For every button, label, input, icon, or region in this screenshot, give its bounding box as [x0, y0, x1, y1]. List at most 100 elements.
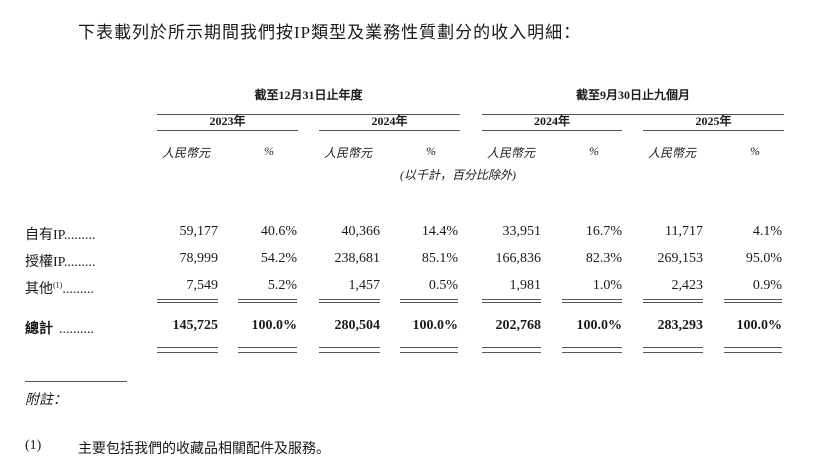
subtotal-rule — [319, 299, 380, 300]
table-cell: 7,549 — [186, 278, 219, 293]
group-header-nine-months: 截至9月30日止九個月 — [575, 88, 690, 102]
dot-leader: ......... — [63, 255, 96, 270]
table-cell: 33,951 — [502, 224, 542, 239]
row-label-text: 其他 — [25, 282, 53, 297]
total-double-rule — [724, 347, 782, 348]
percent-label: % — [589, 144, 599, 158]
total-double-rule — [482, 352, 541, 353]
currency-label: 人民幣元 — [648, 146, 697, 160]
table-cell: 238,681 — [334, 251, 381, 266]
row-label: 自有IP......... — [25, 224, 95, 244]
subtotal-rule — [724, 302, 782, 303]
subtotal-rule — [400, 299, 458, 300]
total-double-rule — [238, 347, 297, 348]
note-text: 主要包括我們的收藏品相關配件及服務。 — [78, 442, 330, 457]
total-double-rule — [724, 352, 782, 353]
subtotal-rule — [562, 299, 622, 300]
table-cell: 1.0% — [592, 278, 622, 293]
subtotal-rule — [482, 302, 541, 303]
dot-leader: .......... — [59, 322, 94, 337]
total-cell: 202,768 — [495, 318, 542, 333]
subtotal-rule — [482, 299, 541, 300]
table-cell: 1,457 — [348, 278, 381, 293]
total-double-rule — [157, 352, 218, 353]
table-cell: 40,366 — [341, 224, 381, 239]
year-header: 2024年 — [533, 114, 570, 128]
subtotal-rule — [400, 302, 458, 303]
total-double-rule — [482, 347, 541, 348]
group-rule — [157, 114, 460, 115]
total-label-text: 總計 — [25, 322, 53, 337]
total-double-rule — [643, 352, 703, 353]
table-cell: 95.0% — [745, 251, 782, 266]
subtotal-rule — [724, 299, 782, 300]
table-cell: 2,423 — [671, 278, 704, 293]
percent-label: % — [750, 144, 760, 158]
note-marker: (1) — [25, 438, 42, 453]
table-cell: 5.2% — [267, 278, 297, 293]
total-cell: 145,725 — [172, 318, 219, 333]
percent-label: % — [264, 144, 274, 158]
notes-heading: 附註： — [25, 393, 67, 408]
dot-leader: ......... — [63, 228, 96, 243]
subtotal-rule — [562, 302, 622, 303]
subtotal-rule — [238, 299, 297, 300]
year-rule — [643, 130, 784, 131]
total-cell: 280,504 — [334, 318, 381, 333]
currency-label: 人民幣元 — [162, 146, 211, 160]
total-double-rule — [319, 352, 380, 353]
total-double-rule — [562, 347, 622, 348]
table-cell: 11,717 — [665, 224, 703, 239]
total-cell: 100.0% — [576, 318, 623, 333]
currency-label: 人民幣元 — [324, 146, 373, 160]
table-cell: 1,981 — [509, 278, 542, 293]
group-header-annual: 截至12月31日止年度 — [254, 88, 363, 102]
total-cell: 283,293 — [657, 318, 704, 333]
year-header: 2023年 — [209, 114, 246, 128]
table-cell: 166,836 — [495, 251, 542, 266]
table-cell: 16.7% — [585, 224, 622, 239]
footnote-rule — [25, 381, 127, 382]
currency-label: 人民幣元 — [487, 146, 536, 160]
table-cell: 40.6% — [260, 224, 297, 239]
year-rule — [157, 130, 298, 131]
table-cell: 4.1% — [752, 224, 782, 239]
table-cell: 85.1% — [421, 251, 458, 266]
table-cell: 82.3% — [585, 251, 622, 266]
total-double-rule — [238, 352, 297, 353]
unit-note: (以千計，百分比除外) — [400, 168, 516, 182]
dot-leader: ......... — [62, 282, 94, 297]
row-label: 其他(1)......... — [25, 278, 94, 298]
year-rule — [482, 130, 622, 131]
total-double-rule — [400, 347, 458, 348]
subtotal-rule — [643, 302, 703, 303]
year-rule — [319, 130, 460, 131]
subtotal-rule — [319, 302, 380, 303]
intro-text: 下表載列於所示期間我們按IP類型及業務性質劃分的收入明細： — [78, 23, 582, 42]
table-cell: 54.2% — [260, 251, 297, 266]
table-cell: 0.5% — [428, 278, 458, 293]
subtotal-rule — [643, 299, 703, 300]
table-cell: 14.4% — [421, 224, 458, 239]
total-cell: 100.0% — [412, 318, 459, 333]
total-cell: 100.0% — [251, 318, 298, 333]
footnote-ref: (1) — [53, 280, 63, 290]
total-double-rule — [400, 352, 458, 353]
group-rule — [482, 114, 784, 115]
total-double-rule — [157, 347, 218, 348]
total-label: 總計.......... — [25, 318, 94, 338]
table-cell: 0.9% — [752, 278, 782, 293]
row-label-text: 授權IP — [25, 255, 64, 270]
total-cell: 100.0% — [736, 318, 783, 333]
row-label-text: 自有IP — [25, 228, 64, 243]
total-double-rule — [643, 347, 703, 348]
year-header: 2024年 — [371, 114, 408, 128]
total-double-rule — [562, 352, 622, 353]
row-label: 授權IP......... — [25, 251, 95, 271]
percent-label: % — [426, 144, 436, 158]
table-cell: 269,153 — [657, 251, 704, 266]
table-cell: 78,999 — [179, 251, 219, 266]
subtotal-rule — [238, 302, 297, 303]
table-cell: 59,177 — [179, 224, 219, 239]
subtotal-rule — [157, 302, 218, 303]
